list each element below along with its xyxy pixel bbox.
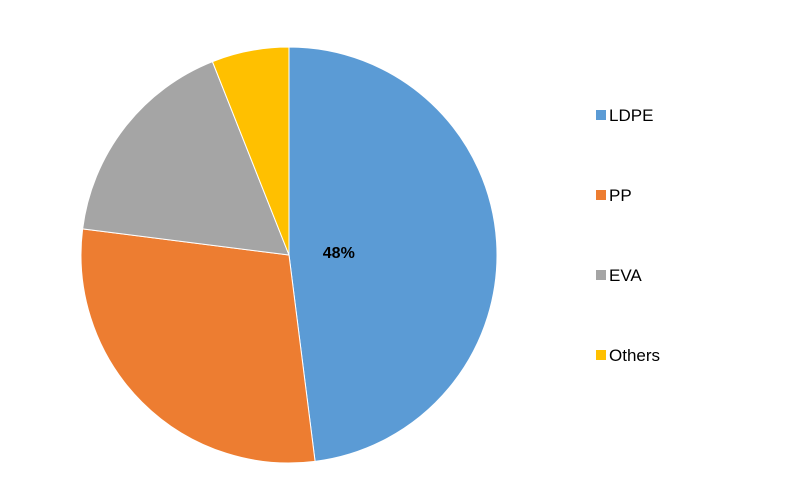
legend-label-ldpe: LDPE: [609, 106, 653, 125]
pie-slice-others: [211, 46, 290, 256]
legend-swatch-eva: [596, 270, 606, 280]
slice-label-ldpe: 48%: [323, 245, 355, 262]
legend-label-eva: EVA: [609, 266, 642, 285]
legend-label-pp: PP: [609, 186, 632, 205]
pie-slices: [80, 46, 498, 464]
legend: LDPE PP EVA Others: [596, 106, 660, 365]
legend-swatch-others: [596, 350, 606, 360]
legend-label-others: Others: [609, 346, 660, 365]
slice-labels: 48%: [323, 245, 355, 262]
legend-swatch-pp: [596, 190, 606, 200]
pie-slice-eva: [82, 60, 290, 256]
pie-slice-ldpe: [288, 46, 498, 462]
pie-slice-pp: [80, 228, 316, 464]
legend-swatch-ldpe: [596, 110, 606, 120]
